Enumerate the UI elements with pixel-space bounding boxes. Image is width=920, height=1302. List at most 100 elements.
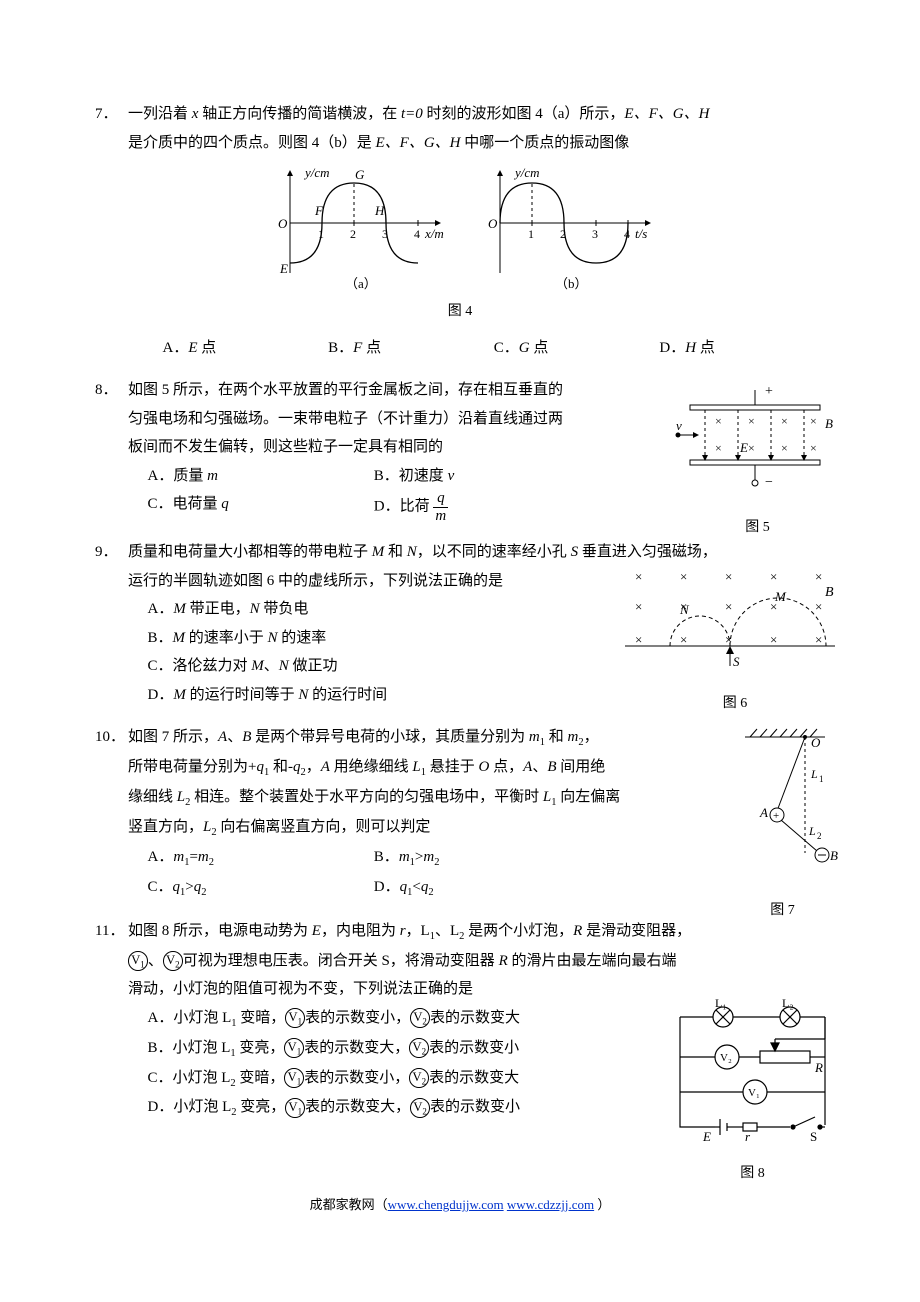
q11-opt-b: B．小灯泡 L1 变亮，V1表的示数变大，V2表的示数变小 (148, 1034, 659, 1064)
svg-text:F: F (314, 203, 324, 218)
svg-text:×: × (725, 632, 732, 647)
q11-number: 11． (95, 917, 128, 946)
svg-text:L₂: L₂ (782, 997, 794, 1010)
svg-text:1: 1 (819, 774, 824, 784)
q9-number: 9． (95, 538, 128, 567)
svg-text:S: S (810, 1129, 817, 1144)
q10-l3: 缘细线 L2 相连。整个装置处于水平方向的匀强电场中，平衡时 L1 向左偏离 (128, 783, 676, 813)
q7-pts: E、F、G、H (624, 106, 709, 122)
v2-icon: V2 (163, 951, 183, 971)
svg-text:L₁: L₁ (715, 997, 727, 1010)
svg-text:×: × (781, 441, 788, 455)
q10-opt-d: D．q1<q2 (374, 873, 600, 903)
q10-l1: 如图 7 所示，A、B 是两个带异号电荷的小球，其质量分别为 m1 和 m2， (128, 723, 825, 753)
svg-text:×: × (635, 569, 642, 584)
q7-t1: 一列沿着 (128, 106, 192, 122)
q11-opt-a: A．小灯泡 L1 变暗，V1表的示数变小，V2表的示数变大 (148, 1004, 659, 1034)
svg-text:×: × (815, 599, 822, 614)
q9-l1: 质量和电荷量大小都相等的带电粒子 M 和 N，以不同的速率经小孔 S 垂直进入匀… (128, 538, 825, 567)
svg-text:×: × (810, 441, 817, 455)
svg-text:V₁: V₁ (748, 1087, 760, 1099)
q8-l2: 匀强电场和匀强磁场。一束带电粒子（不计重力）沿着直线通过两 (128, 405, 603, 434)
q10-opt-a: A．m1=m2 (148, 843, 374, 873)
footer-pre: 成都家教网（ (310, 1197, 388, 1212)
q7-eq: t=0 (401, 106, 427, 122)
svg-text:×: × (715, 414, 722, 428)
v1-icon: V1 (128, 951, 148, 971)
q9-figure: ××××× ××××× ××××× B S N M 图 6 (625, 566, 845, 725)
svg-text:×: × (748, 414, 755, 428)
svg-text:B: B (825, 416, 833, 431)
q7-figures: 1 2 3 4 y/cm x/m O E F G H （a） (95, 163, 825, 293)
q7b-cap: （b） (555, 276, 588, 291)
svg-text:+: + (773, 810, 779, 822)
q8-number: 8． (95, 376, 128, 405)
q7-pts2: E、F、G、H (376, 135, 461, 151)
q9-l2: 运行的半圆轨迹如图 6 中的虚线所示，下列说法正确的是 (128, 567, 581, 596)
svg-text:×: × (725, 569, 732, 584)
svg-text:×: × (815, 632, 822, 647)
svg-text:×: × (680, 569, 687, 584)
svg-text:B: B (825, 585, 834, 600)
q11-opt-c: C．小灯泡 L2 变暗，V1表的示数变小，V2表的示数变大 (148, 1064, 659, 1094)
question-8: + − ×××× ×××× v E B 图 5 8． 如图 5 (95, 376, 825, 524)
svg-text:L: L (808, 824, 816, 838)
svg-text:2: 2 (817, 831, 822, 841)
svg-text:×: × (770, 632, 777, 647)
svg-text:×: × (770, 569, 777, 584)
q7-text: 一列沿着 x 轴正方向传播的简谐横波，在 t=0 时刻的波形如图 4（a）所示，… (128, 100, 825, 129)
svg-text:H: H (374, 203, 385, 218)
q9-fig-caption: 图 6 (625, 691, 845, 718)
svg-text:4: 4 (414, 227, 420, 241)
svg-text:M: M (774, 589, 787, 604)
q10-opt-c: C．q1>q2 (148, 873, 374, 903)
q7-t5: 中哪一个质点的振动图像 (461, 135, 630, 151)
svg-text:×: × (715, 441, 722, 455)
svg-text:v: v (676, 418, 682, 433)
q7a-xl: x/m (424, 226, 444, 241)
svg-text:×: × (635, 599, 642, 614)
q7b-xl: t/s (635, 226, 647, 241)
q7-chart-b: 1 2 3 4 y/cm t/s O （b） (470, 163, 660, 293)
svg-text:E: E (702, 1129, 711, 1144)
question-11: L₁ L₂ V₂ V₁ R E r S 图 8 11． 如图 8 所示，电源电动… (95, 917, 825, 1124)
footer-link-2[interactable]: www.cdzzjj.com (507, 1197, 594, 1212)
q7-t3: 时刻的波形如图 4（a）所示， (427, 106, 625, 122)
svg-text:O: O (278, 216, 288, 231)
svg-text:×: × (781, 414, 788, 428)
question-10: O L1 + A L2 B 图 7 10． 如图 7 所示，A、B 是两个带异号… (95, 723, 825, 903)
svg-text:O: O (488, 216, 498, 231)
svg-text:N: N (679, 602, 690, 617)
svg-text:2: 2 (350, 227, 356, 241)
svg-text:×: × (810, 414, 817, 428)
q7-opt-c: C．G 点 (494, 334, 660, 363)
question-9: ××××× ××××× ××××× B S N M 图 6 9． 质量和电荷量大… (95, 538, 825, 709)
svg-text:A: A (759, 805, 768, 820)
svg-text:O: O (811, 735, 821, 750)
q7-fig-caption: 图 4 (95, 299, 825, 326)
footer-link-1[interactable]: www.chengdujjw.com (388, 1197, 504, 1212)
q8-opt-a: A．质量 m (148, 462, 374, 491)
svg-text:1: 1 (528, 227, 534, 241)
question-7: 7． 一列沿着 x 轴正方向传播的简谐横波，在 t=0 时刻的波形如图 4（a）… (95, 100, 825, 362)
q11-l1: 如图 8 所示，电源电动势为 E，内电阻为 r，L1、L2 是两个小灯泡，R 是… (128, 917, 825, 947)
q8-opt-c: C．电荷量 q (148, 490, 374, 524)
svg-text:R: R (814, 1060, 823, 1075)
q8-opt-d: D．比荷 qm (374, 490, 600, 524)
q10-number: 10． (95, 723, 128, 752)
svg-text:E: E (739, 440, 748, 455)
svg-text:E: E (279, 261, 288, 276)
svg-text:B: B (830, 848, 838, 863)
svg-text:+: + (765, 384, 773, 399)
q7-chart-a: 1 2 3 4 y/cm x/m O E F G H （a） (260, 163, 450, 293)
q8-l3: 板间而不发生偏转，则这些粒子一定具有相同的 (128, 433, 603, 462)
q11-fig-caption: 图 8 (665, 1161, 840, 1188)
svg-text:×: × (725, 599, 732, 614)
q7-opt-a: A．E 点 (163, 334, 329, 363)
svg-text:×: × (748, 441, 755, 455)
q7-t4: 是介质中的四个质点。则图 4（b）是 (128, 135, 376, 151)
svg-text:G: G (355, 167, 365, 182)
page-footer: 成都家教网（www.chengdujjw.com www.cdzzjj.com … (95, 1193, 825, 1218)
q11-l2: V1、V2可视为理想电压表。闭合开关 S，将滑动变阻器 R 的滑片由最左端向最右… (128, 947, 825, 976)
q7b-yl: y/cm (513, 165, 540, 180)
